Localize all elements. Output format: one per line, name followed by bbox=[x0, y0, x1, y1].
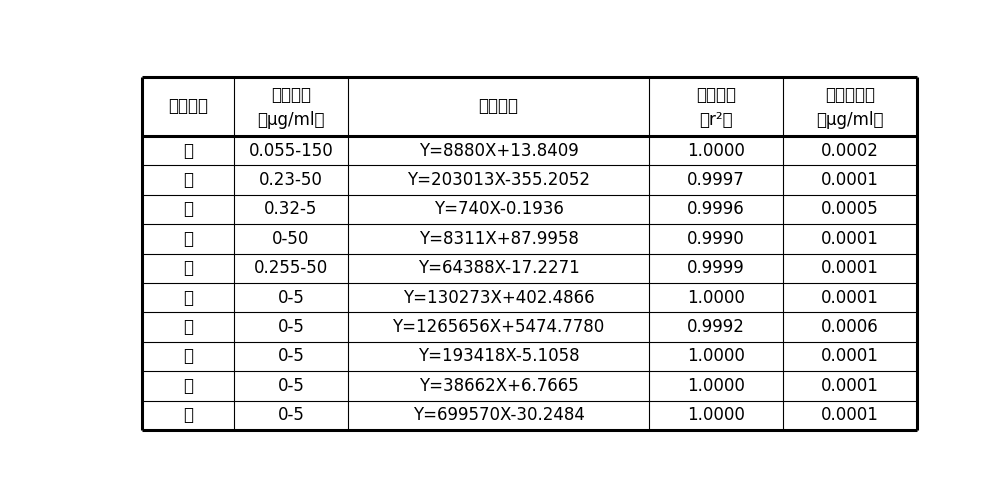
Text: 0.9996: 0.9996 bbox=[687, 200, 745, 218]
Text: 钇: 钇 bbox=[183, 406, 193, 424]
Text: 0-5: 0-5 bbox=[277, 406, 304, 424]
Text: 镧: 镧 bbox=[183, 348, 193, 366]
Text: Y=740X-0.1936: Y=740X-0.1936 bbox=[434, 200, 563, 218]
Text: 1.0000: 1.0000 bbox=[687, 406, 745, 424]
Text: 回归方程: 回归方程 bbox=[479, 97, 519, 115]
Text: 相关系数: 相关系数 bbox=[696, 86, 736, 104]
Text: 1.0000: 1.0000 bbox=[687, 141, 745, 160]
Text: 1.0000: 1.0000 bbox=[687, 348, 745, 366]
Text: 0.0001: 0.0001 bbox=[821, 348, 879, 366]
Text: 1.0000: 1.0000 bbox=[687, 289, 745, 307]
Text: 0.0001: 0.0001 bbox=[821, 406, 879, 424]
Text: 0.0005: 0.0005 bbox=[821, 200, 879, 218]
Text: 0.23-50: 0.23-50 bbox=[259, 171, 323, 189]
Text: 0.0001: 0.0001 bbox=[821, 171, 879, 189]
Text: 0-5: 0-5 bbox=[277, 377, 304, 395]
Text: 定量检出限: 定量检出限 bbox=[825, 86, 875, 104]
Text: 钛: 钛 bbox=[183, 289, 193, 307]
Text: Y=8311X+87.9958: Y=8311X+87.9958 bbox=[419, 230, 578, 248]
Text: Y=193418X-5.1058: Y=193418X-5.1058 bbox=[418, 348, 579, 366]
Text: 0.32-5: 0.32-5 bbox=[264, 200, 318, 218]
Text: 磷: 磷 bbox=[183, 200, 193, 218]
Text: Y=1265656X+5474.7780: Y=1265656X+5474.7780 bbox=[392, 318, 605, 336]
Text: 0-5: 0-5 bbox=[277, 348, 304, 366]
Text: Y=699570X-30.2484: Y=699570X-30.2484 bbox=[413, 406, 584, 424]
Text: 0-5: 0-5 bbox=[277, 289, 304, 307]
Text: 0.055-150: 0.055-150 bbox=[248, 141, 333, 160]
Text: 锰: 锰 bbox=[183, 171, 193, 189]
Text: Y=64388X-17.2271: Y=64388X-17.2271 bbox=[418, 259, 579, 277]
Text: 线性范围: 线性范围 bbox=[271, 86, 311, 104]
Text: 铈: 铈 bbox=[183, 377, 193, 395]
Text: 0.0001: 0.0001 bbox=[821, 230, 879, 248]
Text: Y=130273X+402.4866: Y=130273X+402.4866 bbox=[403, 289, 594, 307]
Text: 0.9990: 0.9990 bbox=[687, 230, 745, 248]
Text: 0.0001: 0.0001 bbox=[821, 377, 879, 395]
Text: 0.9992: 0.9992 bbox=[687, 318, 745, 336]
Text: Y=38662X+6.7665: Y=38662X+6.7665 bbox=[419, 377, 578, 395]
Text: 0-50: 0-50 bbox=[272, 230, 310, 248]
Text: （μg/ml）: （μg/ml） bbox=[816, 111, 884, 128]
Text: 检测元素: 检测元素 bbox=[168, 97, 208, 115]
Text: 钼: 钼 bbox=[183, 230, 193, 248]
Text: 0.9999: 0.9999 bbox=[687, 259, 745, 277]
Text: 0-5: 0-5 bbox=[277, 318, 304, 336]
Text: （μg/ml）: （μg/ml） bbox=[257, 111, 325, 128]
Text: Y=8880X+13.8409: Y=8880X+13.8409 bbox=[419, 141, 578, 160]
Text: 0.0002: 0.0002 bbox=[821, 141, 879, 160]
Text: 0.0001: 0.0001 bbox=[821, 289, 879, 307]
Text: 0.0001: 0.0001 bbox=[821, 259, 879, 277]
Text: 硅: 硅 bbox=[183, 141, 193, 160]
Text: 0.9997: 0.9997 bbox=[687, 171, 745, 189]
Text: 1.0000: 1.0000 bbox=[687, 377, 745, 395]
Text: 镁: 镁 bbox=[183, 318, 193, 336]
Text: 铜: 铜 bbox=[183, 259, 193, 277]
Text: 0.255-50: 0.255-50 bbox=[254, 259, 328, 277]
Text: （r²）: （r²） bbox=[699, 111, 733, 128]
Text: Y=203013X-355.2052: Y=203013X-355.2052 bbox=[407, 171, 590, 189]
Text: 0.0006: 0.0006 bbox=[821, 318, 879, 336]
